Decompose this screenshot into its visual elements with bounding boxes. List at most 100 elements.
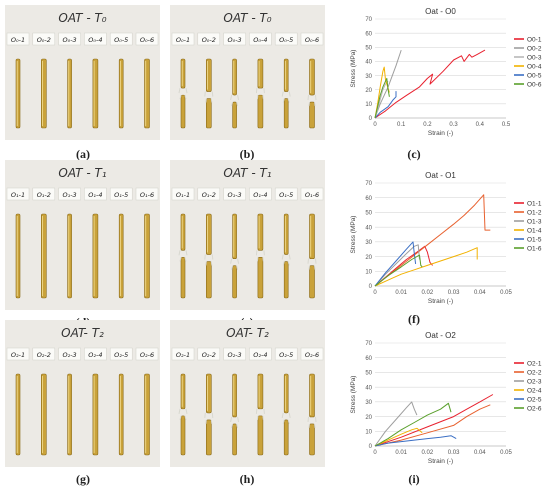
straw-specimen <box>118 213 124 299</box>
specimen-tag <box>109 187 133 201</box>
y-tick-label: 50 <box>365 371 372 377</box>
x-tick-label: 0.03 <box>448 450 460 456</box>
legend-entry: O0-1 <box>527 36 542 43</box>
series-line-O2-5 <box>374 435 457 447</box>
specimen-tag <box>135 347 159 361</box>
y-tick-label: 60 <box>365 356 372 362</box>
specimen-tag <box>32 32 56 46</box>
straw-specimen <box>204 213 214 299</box>
y-tick-label: 30 <box>365 74 372 80</box>
x-tick-label: 0.02 <box>422 290 434 296</box>
specimen-photo-e: OAT - T₁ O₁-1 O₁-2 O₁-3 O₁-4 O₁-5 O₁-6 <box>170 160 325 310</box>
specimen-tag <box>6 187 30 201</box>
straw-specimen <box>118 373 124 456</box>
straw-specimen <box>178 213 188 299</box>
specimen-tag <box>274 32 298 46</box>
specimen-tag <box>274 347 298 361</box>
specimen-tag <box>223 187 246 201</box>
legend-entry: O0-3 <box>527 54 542 61</box>
y-tick-label: 60 <box>365 31 372 37</box>
specimen-label: O₁-5 <box>279 191 293 199</box>
y-tick-label: 70 <box>365 181 372 187</box>
specimen-label: O₀-3 <box>62 36 76 44</box>
specimen-label: O₁-6 <box>140 191 154 199</box>
straw-specimen <box>40 213 47 299</box>
specimen-tag <box>274 187 298 201</box>
series-line-O2-4 <box>374 427 423 447</box>
straw-specimen <box>15 213 21 299</box>
specimen-label: O₀-4 <box>88 36 102 44</box>
specimen-label: O₁-3 <box>62 191 76 199</box>
y-axis-label: Stress (MPa) <box>350 216 357 254</box>
straw-specimen <box>40 58 47 129</box>
specimen-label: O₁-5 <box>114 191 128 199</box>
specimen-label: O₂-5 <box>114 351 128 359</box>
x-tick-label: 0.01 <box>395 450 407 456</box>
legend-entry: O2-3 <box>527 378 542 385</box>
specimen-tag <box>249 187 272 201</box>
chart-canvas: Oat - O2 0 10 20 30 40 50 60 70 0 0.01 0.02 0.03 0.04… <box>350 331 542 465</box>
y-tick-label: 20 <box>365 88 372 94</box>
y-tick-label: 0 <box>369 284 373 290</box>
legend-entry: O0-5 <box>527 72 542 79</box>
y-tick-label: 40 <box>365 225 372 231</box>
specimen-tag <box>84 32 107 46</box>
photo-canvas: OAT - T₁ O₁-1 O₁-2 O₁-3 O₁-4 O₁-5 O₁-6 <box>5 160 160 310</box>
specimen-tag <box>6 347 30 361</box>
specimen-tag <box>197 347 221 361</box>
series-line-O1-4 <box>374 247 478 287</box>
y-tick-label: 30 <box>365 240 372 246</box>
photo-canvas: OAT- T₂ O₂-1 O₂-2 O₂-3 O₂-4 O₂-5 O₂-6 <box>170 320 325 467</box>
specimen-tag <box>223 32 246 46</box>
panel-label-h: (h) <box>239 472 255 486</box>
y-tick-label: 10 <box>365 102 372 108</box>
x-tick-label: 0.04 <box>474 450 486 456</box>
specimen-label: O₂-1 <box>176 351 190 359</box>
straw-specimen <box>230 373 240 456</box>
straw-specimen <box>255 213 265 299</box>
series-line-O2-6 <box>374 402 452 447</box>
x-axis-label: Strain (-) <box>428 130 453 137</box>
series-line-O2-1 <box>374 394 494 447</box>
series-line-O0-6 <box>374 77 390 119</box>
straw-specimen <box>307 58 317 129</box>
straw-specimen <box>144 213 150 299</box>
y-tick-label: 60 <box>365 196 372 202</box>
y-tick-label: 40 <box>365 385 372 391</box>
series-line-O0-3 <box>374 80 389 119</box>
specimen-label: O₀-3 <box>227 36 241 44</box>
y-tick-label: 40 <box>365 60 372 66</box>
y-tick-label: 10 <box>365 269 372 275</box>
x-tick-label: 0.05 <box>500 290 512 296</box>
x-tick-label: 0.02 <box>422 450 434 456</box>
y-tick-label: 70 <box>365 17 372 23</box>
specimen-tag <box>109 347 133 361</box>
specimen-tag <box>300 32 324 46</box>
specimen-label: O₁-6 <box>305 191 319 199</box>
specimen-label: O₂-2 <box>37 351 51 359</box>
specimen-photo-d: OAT - T₁ O₁-1 O₁-2 O₁-3 O₁-4 O₁-5 O₁-6 <box>5 160 160 310</box>
legend-entry: O0-6 <box>527 81 542 88</box>
panel-label-f: (f) <box>408 312 420 326</box>
y-axis-label: Stress (MPa) <box>350 376 357 414</box>
panel-label-i: (i) <box>408 472 420 486</box>
specimen-label: O₀-5 <box>114 36 128 44</box>
photo-title: OAT - T₁ <box>223 166 271 180</box>
stress-strain-chart-f: Oat - O1 0 10 20 30 40 50 60 70 0 0.01 0.02 0.03 0.04… <box>340 168 548 308</box>
straw-specimen <box>67 58 72 129</box>
straw-specimen <box>144 58 150 129</box>
specimen-tag <box>135 187 159 201</box>
specimen-tag <box>84 187 107 201</box>
specimen-label: O₂-6 <box>140 351 154 359</box>
straw-specimen <box>67 373 72 456</box>
panel-label-b: (b) <box>239 147 255 161</box>
specimen-label: O₁-2 <box>202 191 216 199</box>
y-tick-label: 20 <box>365 255 372 261</box>
straw-specimen <box>178 58 188 129</box>
straw-specimen <box>204 373 214 456</box>
specimen-label: O₂-5 <box>279 351 293 359</box>
specimen-tag <box>249 32 272 46</box>
specimen-tag <box>84 347 107 361</box>
chart-canvas: Oat - O1 0 10 20 30 40 50 60 70 0 0.01 0.02 0.03 0.04… <box>350 171 542 305</box>
photo-canvas: OAT - T₀ O₀-1 O₀-2 O₀-3 O₀-4 O₀-5 O₀-6 <box>5 5 160 140</box>
